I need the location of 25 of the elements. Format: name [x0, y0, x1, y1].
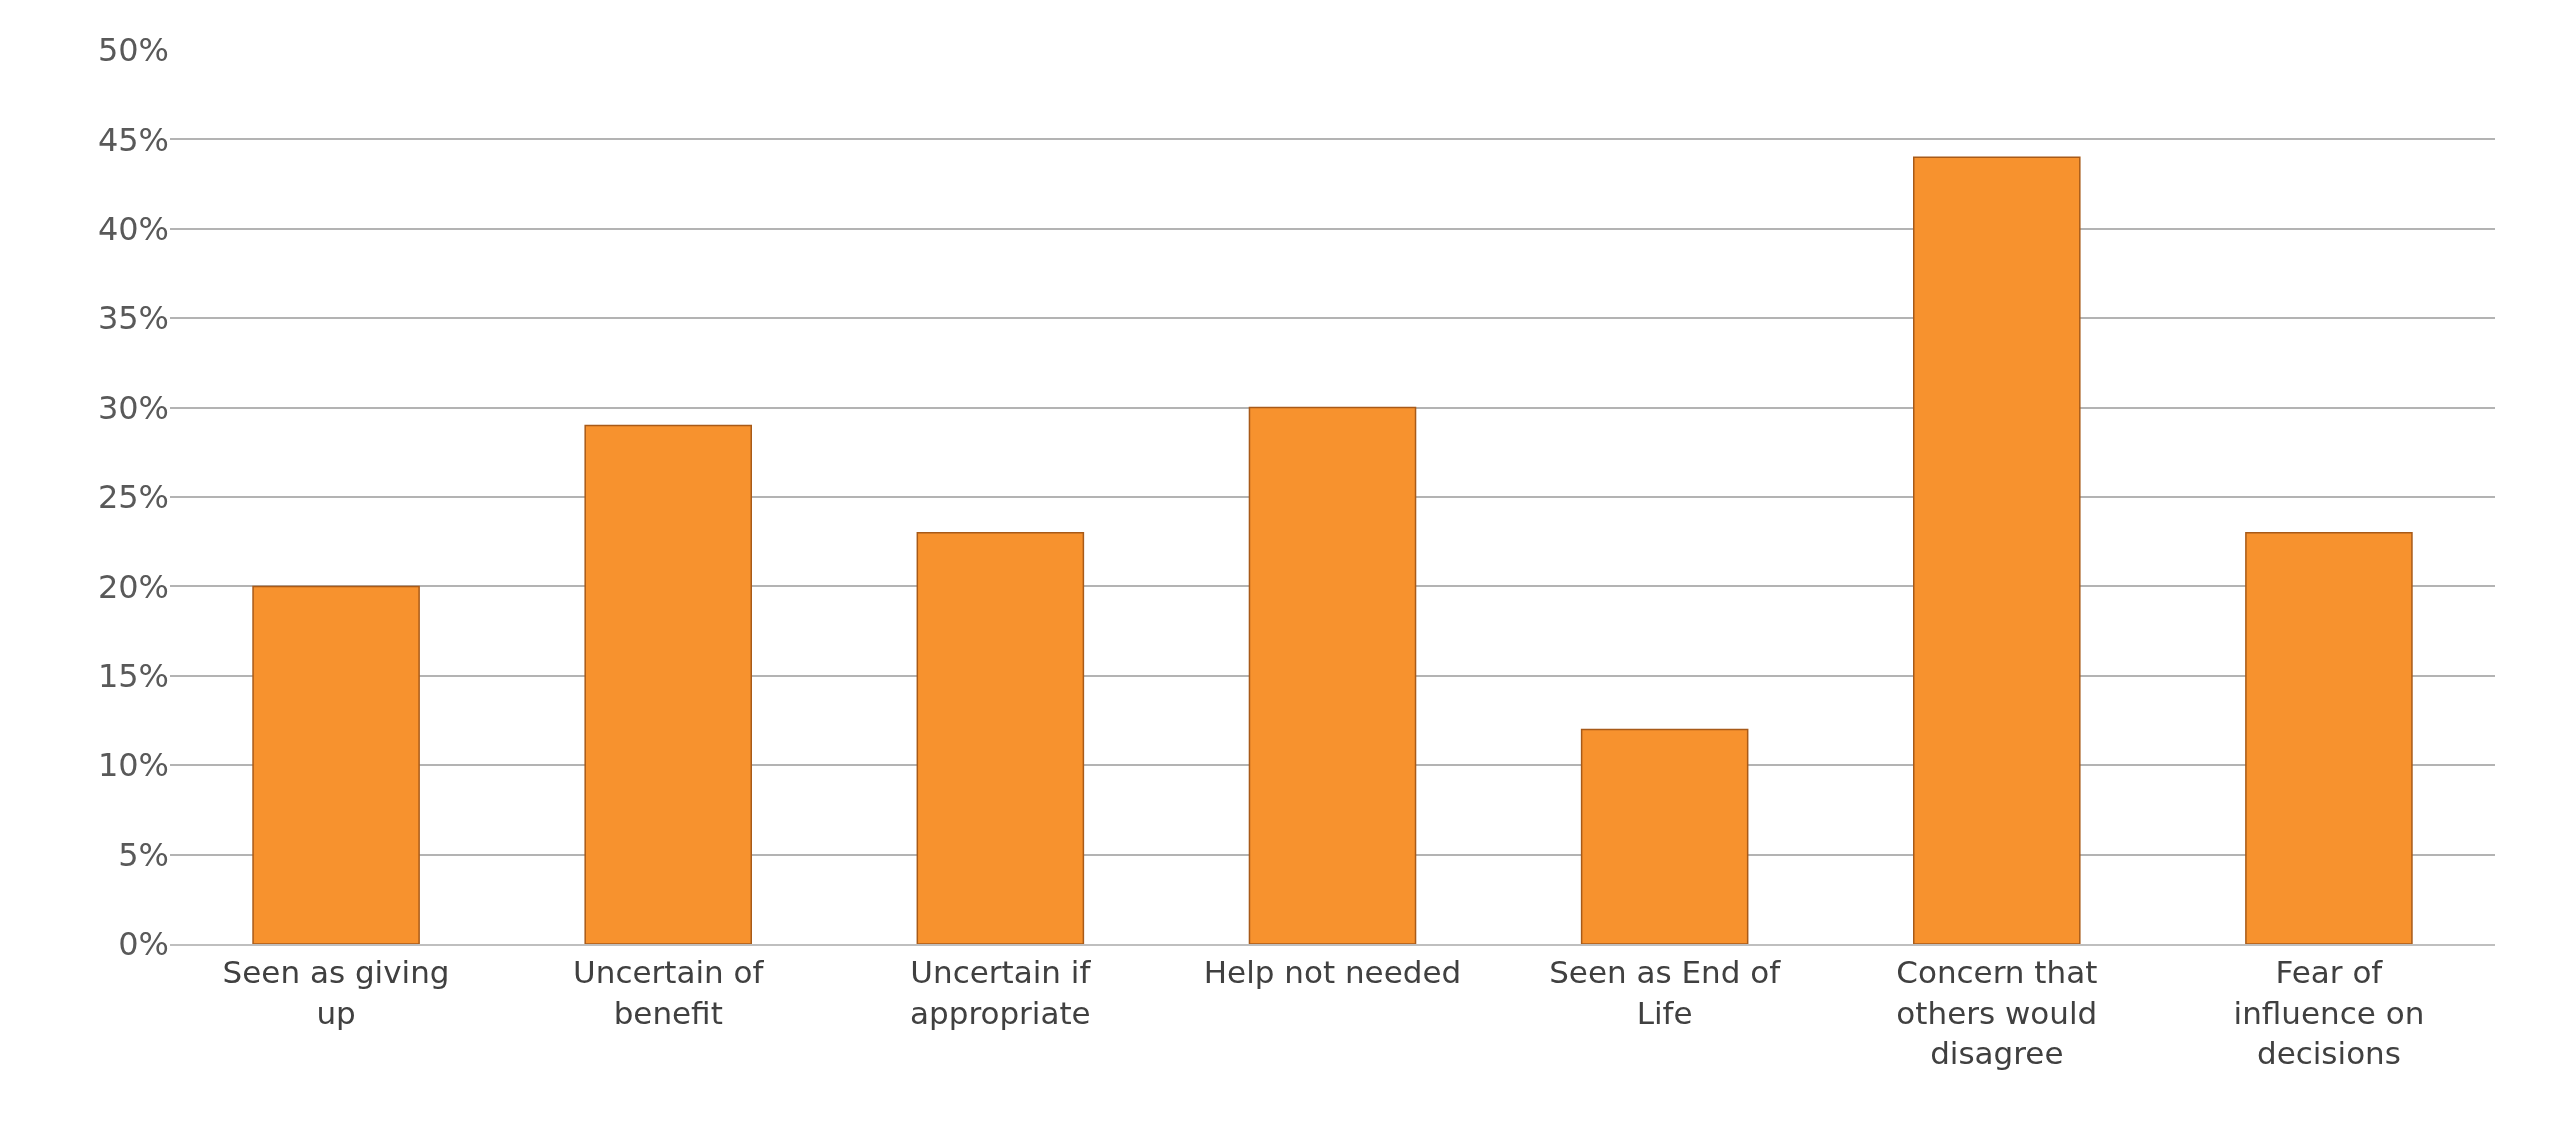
- x-tick-label: Uncertain if appropriate: [910, 954, 1092, 1031]
- bar: [252, 585, 420, 944]
- y-tick-label: 30%: [97, 388, 169, 427]
- bar: [916, 532, 1085, 944]
- y-tick-label: 0%: [118, 925, 169, 964]
- x-tick-label: Fear of influence on decisions: [2233, 954, 2425, 1071]
- x-tick-label: Seen as giving up: [222, 954, 450, 1031]
- y-tick-label: 25%: [97, 478, 169, 517]
- bar: [1248, 406, 1417, 944]
- y-tick-label: 35%: [97, 299, 169, 338]
- bar: [1580, 728, 1749, 944]
- x-tick-label: Help not needed: [1203, 954, 1462, 991]
- bar: [1913, 156, 2081, 944]
- x-tick-label: Concern that others would disagree: [1896, 954, 2098, 1071]
- y-tick-label: 50%: [97, 31, 169, 70]
- x-tick-label: Uncertain of benefit: [573, 954, 765, 1031]
- y-tick-label: 40%: [97, 210, 169, 248]
- y-tick-label: 45%: [97, 120, 169, 159]
- bar: [2245, 532, 2413, 944]
- y-tick-label: 15%: [97, 657, 169, 695]
- x-tick-label: Seen as End of Life: [1549, 954, 1782, 1031]
- y-tick-label: 10%: [97, 746, 169, 785]
- y-tick-label: 20%: [97, 567, 169, 606]
- y-tick-label: 5%: [118, 835, 169, 874]
- bar: [584, 424, 752, 944]
